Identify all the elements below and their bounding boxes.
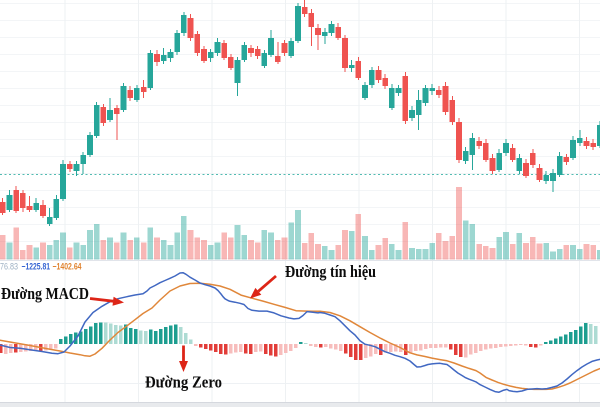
svg-text:Đường Zero: Đường Zero [145,373,222,392]
svg-text:76.83: 76.83 [0,262,18,272]
svg-text:−1225.81: −1225.81 [22,262,51,272]
svg-text:−1402.64: −1402.64 [53,262,82,272]
svg-text:Đường tín hiệu: Đường tín hiệu [285,262,376,281]
svg-text:Đường MACD: Đường MACD [1,284,89,303]
